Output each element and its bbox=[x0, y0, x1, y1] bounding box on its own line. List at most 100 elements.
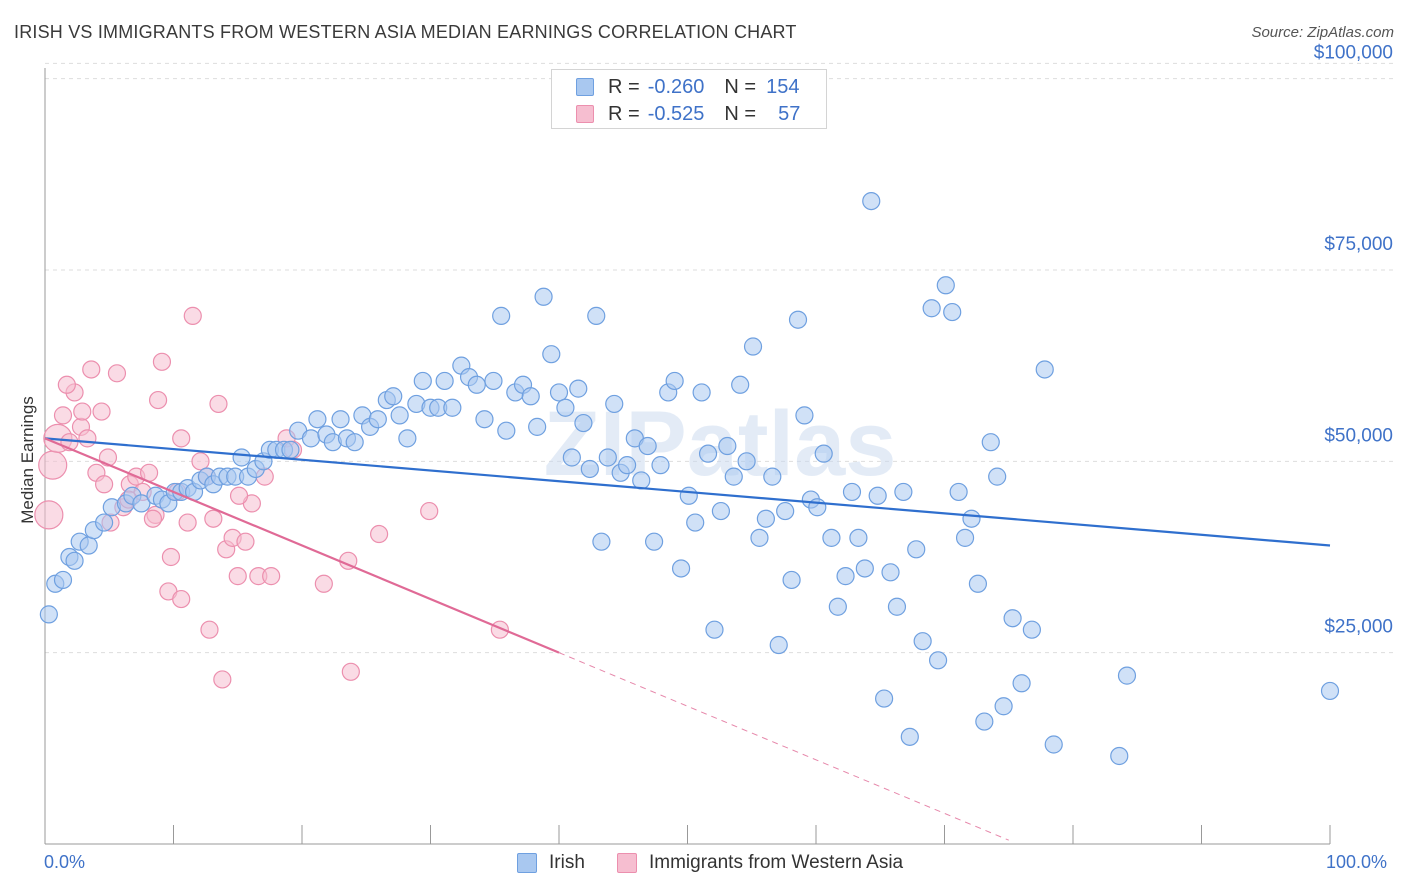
irish-point bbox=[475, 410, 494, 429]
irish-point bbox=[988, 467, 1007, 486]
irish-point bbox=[936, 276, 955, 295]
irish-point bbox=[842, 482, 862, 502]
western-asia-point bbox=[236, 532, 255, 551]
irish-point bbox=[968, 574, 988, 593]
legend-swatch-irish bbox=[517, 853, 537, 873]
irish-point bbox=[1012, 674, 1031, 693]
irish-point bbox=[605, 394, 624, 414]
irish-point bbox=[1022, 620, 1041, 639]
irish-point bbox=[79, 536, 98, 555]
irish-point bbox=[580, 459, 599, 479]
western-asia-point bbox=[229, 486, 249, 505]
irish-point bbox=[922, 299, 941, 318]
western-asia-point bbox=[183, 306, 202, 325]
irish-point bbox=[737, 452, 756, 471]
western-asia-point bbox=[143, 509, 163, 528]
irish-point bbox=[665, 371, 684, 391]
western-asia-point bbox=[78, 429, 97, 448]
irish-point bbox=[331, 410, 350, 429]
r-label: R = bbox=[608, 102, 640, 125]
y-tick-label: $100,000 bbox=[1314, 43, 1393, 64]
irish-point bbox=[562, 448, 581, 467]
irish-point bbox=[981, 433, 1000, 452]
irish-point bbox=[521, 387, 540, 406]
irish-point bbox=[644, 532, 664, 551]
irish-point bbox=[763, 467, 782, 486]
irish-point bbox=[542, 345, 561, 364]
irish-point bbox=[1320, 681, 1340, 701]
source-note: Source: ZipAtlas.com bbox=[1251, 24, 1394, 41]
legend-label-western-asia: Immigrants from Western Asia bbox=[649, 852, 904, 873]
irish-trend-line bbox=[44, 437, 1331, 547]
irish-point bbox=[39, 605, 58, 624]
irish-point bbox=[528, 417, 547, 436]
western-asia-point bbox=[420, 501, 439, 521]
irish-point bbox=[569, 379, 588, 398]
western-asia-point bbox=[370, 524, 389, 544]
western-asia-point bbox=[92, 402, 111, 421]
series-irish-points bbox=[39, 191, 1340, 766]
irish-point bbox=[95, 513, 114, 532]
irish-r-value: -0.260 bbox=[647, 75, 705, 98]
irish-point bbox=[534, 287, 553, 306]
irish-point bbox=[862, 191, 881, 211]
irish-point bbox=[849, 528, 868, 547]
irish-point bbox=[1035, 360, 1054, 379]
western-asia-point bbox=[152, 352, 172, 371]
y-tick-label: $25,000 bbox=[1324, 617, 1393, 638]
irish-point bbox=[132, 494, 151, 513]
western-asia-point bbox=[204, 509, 223, 528]
western-asia-point bbox=[82, 360, 101, 379]
western-asia-point bbox=[34, 500, 64, 530]
irish-point bbox=[943, 302, 962, 322]
irish-point bbox=[443, 398, 462, 417]
irish-point bbox=[855, 559, 874, 578]
irish-point bbox=[1110, 746, 1129, 766]
irish-point bbox=[65, 551, 84, 570]
irish-point bbox=[795, 406, 814, 425]
stats-row-western-asia: R = -0.525 N = 57 bbox=[576, 102, 800, 126]
irish-point bbox=[836, 567, 855, 586]
western-asia-point bbox=[178, 513, 197, 532]
irish-point bbox=[53, 570, 73, 590]
western-asia-point bbox=[172, 589, 191, 609]
irish-point bbox=[587, 306, 606, 325]
irish-point bbox=[769, 635, 788, 655]
irish-point bbox=[484, 371, 503, 391]
western-asia-trend-line bbox=[44, 437, 560, 654]
irish-point bbox=[822, 528, 841, 547]
irish-point bbox=[711, 501, 731, 521]
western-asia-point bbox=[262, 567, 281, 586]
western-asia-point bbox=[172, 429, 191, 448]
irish-point bbox=[368, 410, 387, 429]
irish-point bbox=[975, 712, 994, 731]
western-asia-point bbox=[148, 390, 168, 410]
irish-point bbox=[632, 471, 651, 490]
irish-point bbox=[686, 513, 705, 532]
irish-point bbox=[671, 559, 691, 578]
irish-point bbox=[574, 413, 593, 433]
irish-point bbox=[384, 387, 403, 406]
legend-item-western-asia[interactable]: Immigrants from Western Asia bbox=[617, 852, 903, 874]
irish-point bbox=[345, 433, 364, 452]
irish-point bbox=[875, 689, 894, 708]
irish-point bbox=[705, 620, 724, 639]
irish-point bbox=[232, 448, 251, 467]
western-asia-point bbox=[73, 402, 92, 421]
legend-swatch-western-asia bbox=[617, 853, 637, 873]
western-asia-n-value: 57 bbox=[778, 102, 801, 125]
western-asia-point bbox=[161, 547, 181, 567]
irish-point bbox=[598, 448, 617, 467]
irish-point bbox=[281, 440, 300, 459]
irish-point bbox=[750, 528, 769, 547]
chart-title: IRISH VS IMMIGRANTS FROM WESTERN ASIA ME… bbox=[14, 22, 797, 42]
western-asia-r-value: -0.525 bbox=[647, 102, 705, 125]
irish-n-value: 154 bbox=[766, 75, 800, 98]
irish-point bbox=[743, 337, 763, 356]
legend-item-irish[interactable]: Irish bbox=[517, 852, 585, 874]
irish-point bbox=[497, 421, 516, 440]
gridlines bbox=[45, 62, 1395, 654]
western-asia-point bbox=[191, 452, 210, 471]
irish-point bbox=[994, 697, 1013, 716]
